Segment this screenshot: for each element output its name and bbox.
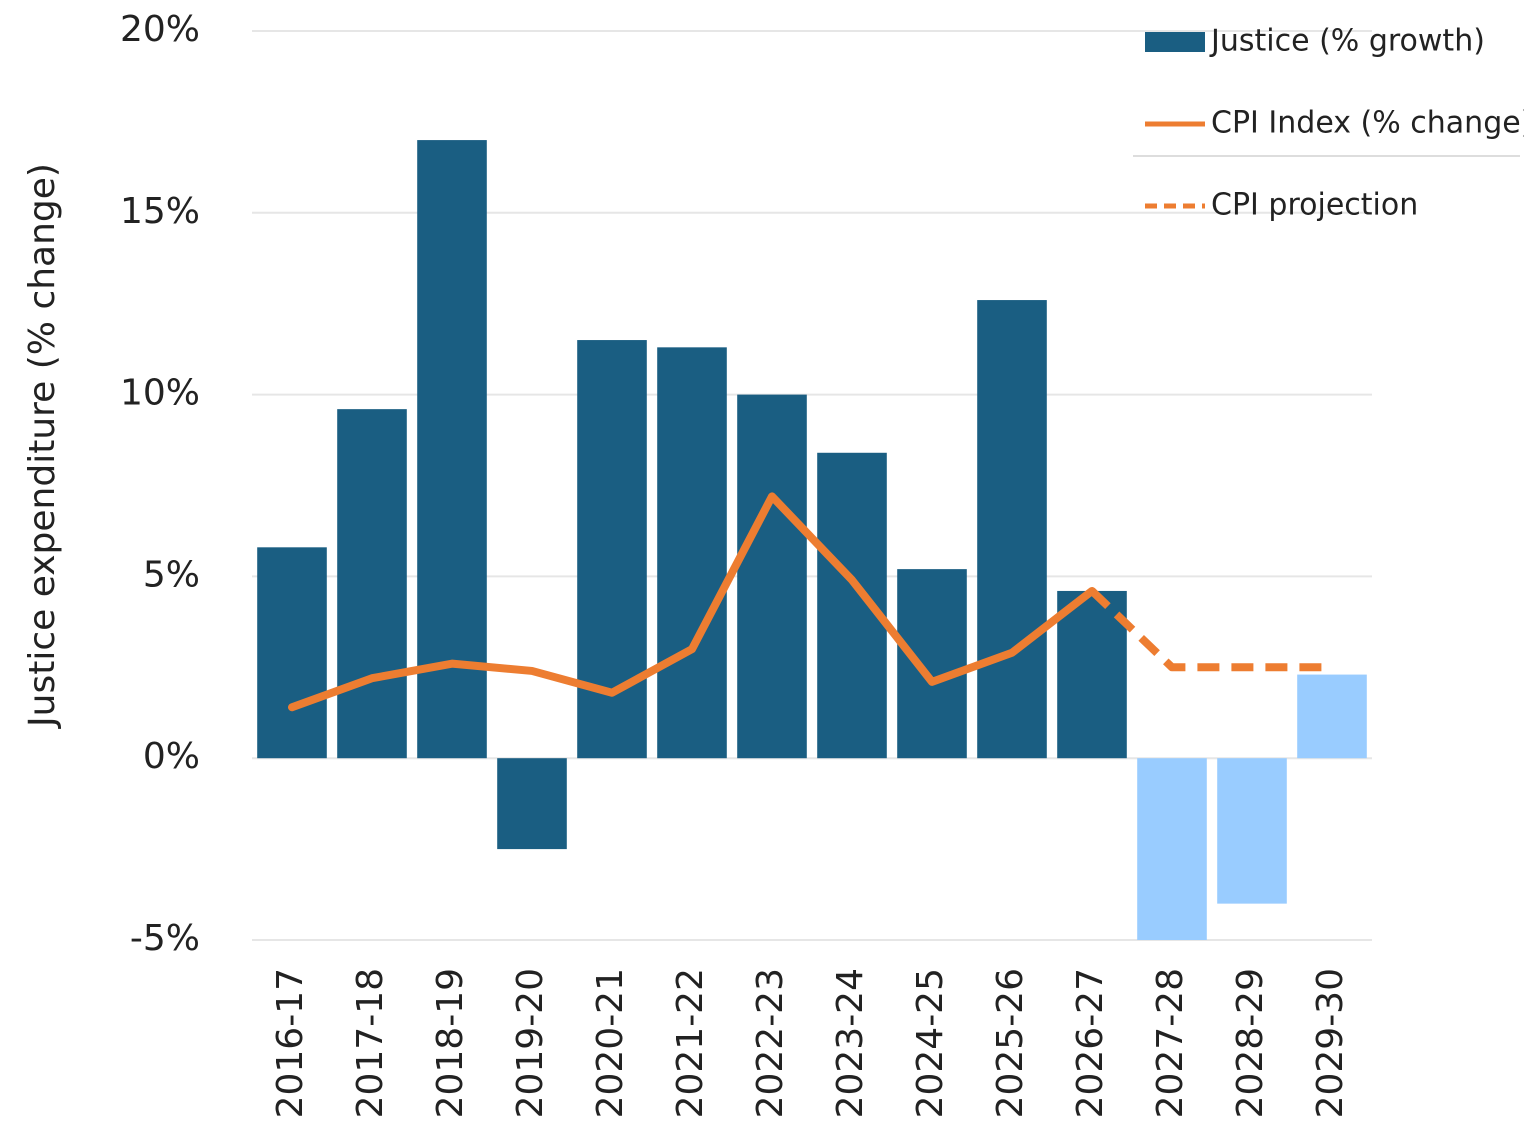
x-tick-label: 2026-27: [1070, 968, 1111, 1118]
bar: [977, 300, 1047, 759]
y-tick-label: 10%: [120, 373, 200, 414]
bar: [1137, 758, 1207, 940]
y-axis-title: Justice expenditure (% change): [22, 163, 63, 729]
line: [1089, 588, 1332, 672]
bar: [497, 758, 567, 850]
bar: [657, 347, 727, 759]
x-tick-label: 2023-24: [830, 968, 871, 1118]
y-tick-label: -5%: [130, 918, 200, 959]
x-tick-label: 2029-30: [1310, 968, 1351, 1118]
y-tick-label: 15%: [120, 191, 200, 232]
x-tick-label: 2017-18: [350, 968, 391, 1118]
legend-label: Justice (% growth): [1209, 24, 1485, 59]
line: [288, 492, 1096, 712]
bar: [257, 547, 327, 759]
bar: [417, 140, 487, 759]
x-tick-label: 2025-26: [990, 968, 1031, 1118]
x-tick-label: 2027-28: [1150, 968, 1191, 1118]
x-tick-label: 2018-19: [430, 968, 471, 1118]
x-tick-label: 2028-29: [1230, 968, 1271, 1118]
bar: [737, 394, 807, 759]
x-tick-label: 2020-21: [590, 968, 631, 1118]
x-tick-label: 2022-23: [750, 968, 791, 1118]
legend-swatch: [1145, 32, 1205, 52]
x-tick-label: 2024-25: [910, 968, 951, 1118]
bar: [1297, 674, 1367, 759]
y-tick-label: 5%: [143, 554, 200, 595]
bar: [897, 569, 967, 759]
y-tick-label: 0%: [143, 736, 200, 777]
legend-label: CPI Index (% change): [1211, 106, 1524, 141]
x-tick-label: 2021-22: [670, 968, 711, 1118]
legend-label: CPI projection: [1211, 188, 1418, 223]
bar: [1217, 758, 1287, 904]
y-tick-label: 20%: [120, 9, 200, 50]
bar: [1057, 590, 1127, 759]
x-tick-label: 2019-20: [510, 968, 551, 1118]
bar: [337, 409, 407, 759]
x-tick-label: 2016-17: [270, 968, 311, 1118]
